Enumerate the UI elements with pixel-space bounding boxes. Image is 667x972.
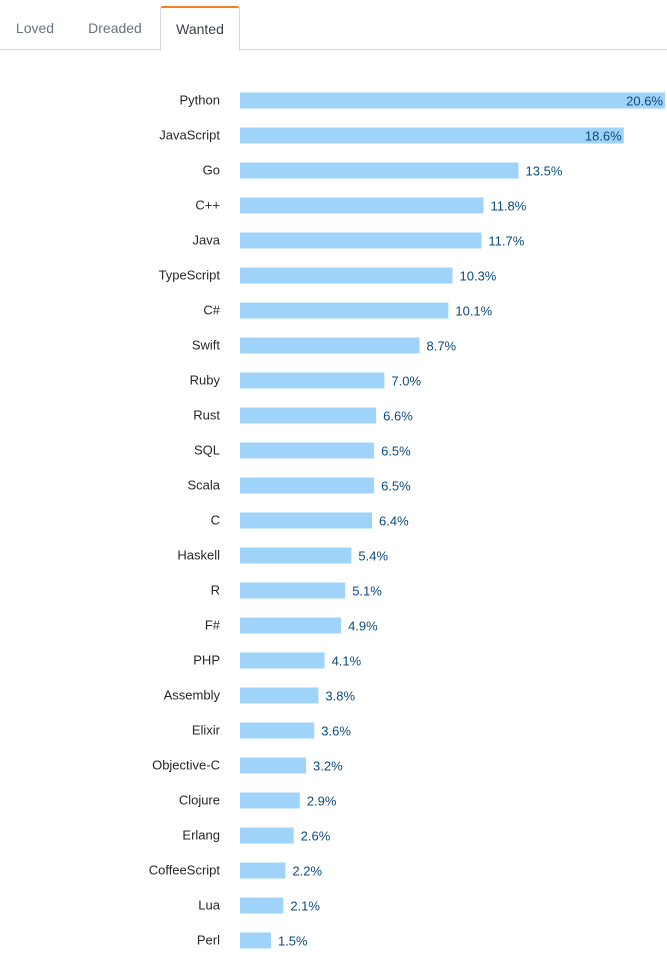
value-label: 2.9%: [307, 794, 337, 809]
value-label: 10.3%: [460, 269, 497, 284]
value-label: 7.0%: [391, 374, 421, 389]
bar: [240, 792, 300, 809]
bar: [240, 407, 377, 424]
bar: [240, 232, 482, 249]
value-label: 2.6%: [301, 829, 331, 844]
value-label: 13.5%: [526, 164, 563, 179]
category-label: C: [211, 513, 220, 528]
category-label: Erlang: [182, 828, 220, 843]
value-label: 11.7%: [488, 234, 524, 249]
value-label: 2.2%: [292, 864, 322, 879]
bar: [240, 862, 286, 879]
value-label: 11.8%: [490, 199, 526, 214]
bar: [240, 337, 420, 354]
bar: [240, 442, 375, 459]
bar: [240, 722, 315, 739]
bar: [240, 512, 373, 529]
bar: [240, 827, 294, 844]
value-label: 10.1%: [455, 304, 492, 319]
bar: [240, 757, 307, 774]
category-label: Clojure: [179, 793, 220, 808]
category-label: F#: [205, 618, 221, 633]
value-label: 3.6%: [321, 724, 351, 739]
category-label: Java: [193, 233, 221, 248]
category-label: Python: [180, 93, 220, 108]
category-label: Lua: [198, 898, 220, 913]
category-label: Swift: [192, 338, 221, 353]
category-label: SQL: [194, 443, 220, 458]
bar: [240, 92, 665, 109]
value-label: 4.1%: [332, 654, 362, 669]
bar: [240, 582, 346, 599]
bar: [240, 617, 342, 634]
wanted-languages-chart: Python 20.6% JavaScript 18.6% Go 13.5% C++ 11.8…: [149, 92, 665, 949]
bar: [240, 932, 271, 949]
value-label: 18.6%: [585, 129, 622, 144]
category-label: C#: [203, 303, 220, 318]
value-label: 6.4%: [379, 514, 409, 529]
bar: [240, 127, 624, 144]
value-label: 6.5%: [381, 479, 411, 494]
value-label: 6.5%: [381, 444, 411, 459]
bar: [240, 302, 449, 319]
bar: [240, 162, 519, 179]
tab-wanted[interactable]: Wanted: [160, 6, 240, 51]
value-label: 3.2%: [313, 759, 343, 774]
tab-loved[interactable]: Loved: [0, 6, 70, 50]
tab-dreaded[interactable]: Dreaded: [70, 6, 160, 50]
value-label: 2.1%: [290, 899, 320, 914]
category-label: CoffeeScript: [149, 863, 221, 878]
category-label: Elixir: [192, 723, 221, 738]
value-label: 8.7%: [426, 339, 456, 354]
bar: [240, 477, 375, 494]
bar: [240, 897, 284, 914]
bar: [240, 197, 484, 214]
tab-bar: Loved Dreaded Wanted: [0, 0, 667, 51]
value-label: 4.9%: [348, 619, 378, 634]
bar: [240, 267, 453, 284]
category-label: Rust: [193, 408, 220, 423]
bar: [240, 652, 325, 669]
value-label: 5.1%: [352, 584, 382, 599]
category-label: PHP: [193, 653, 220, 668]
category-label: Perl: [197, 933, 220, 948]
category-label: R: [211, 583, 220, 598]
value-label: 6.6%: [383, 409, 413, 424]
value-label: 5.4%: [358, 549, 388, 564]
category-label: Objective-C: [152, 758, 220, 773]
category-label: C++: [195, 198, 220, 213]
category-label: Assembly: [164, 688, 221, 703]
bar: [240, 372, 385, 389]
bar: [240, 687, 319, 704]
category-label: Scala: [187, 478, 220, 493]
category-label: TypeScript: [159, 268, 221, 283]
category-label: Ruby: [190, 373, 221, 388]
category-label: Go: [203, 163, 220, 178]
value-label: 3.8%: [325, 689, 355, 704]
value-label: 20.6%: [626, 94, 663, 109]
category-label: Haskell: [177, 548, 220, 563]
category-label: JavaScript: [159, 128, 220, 143]
bar: [240, 547, 352, 564]
value-label: 1.5%: [278, 934, 308, 949]
